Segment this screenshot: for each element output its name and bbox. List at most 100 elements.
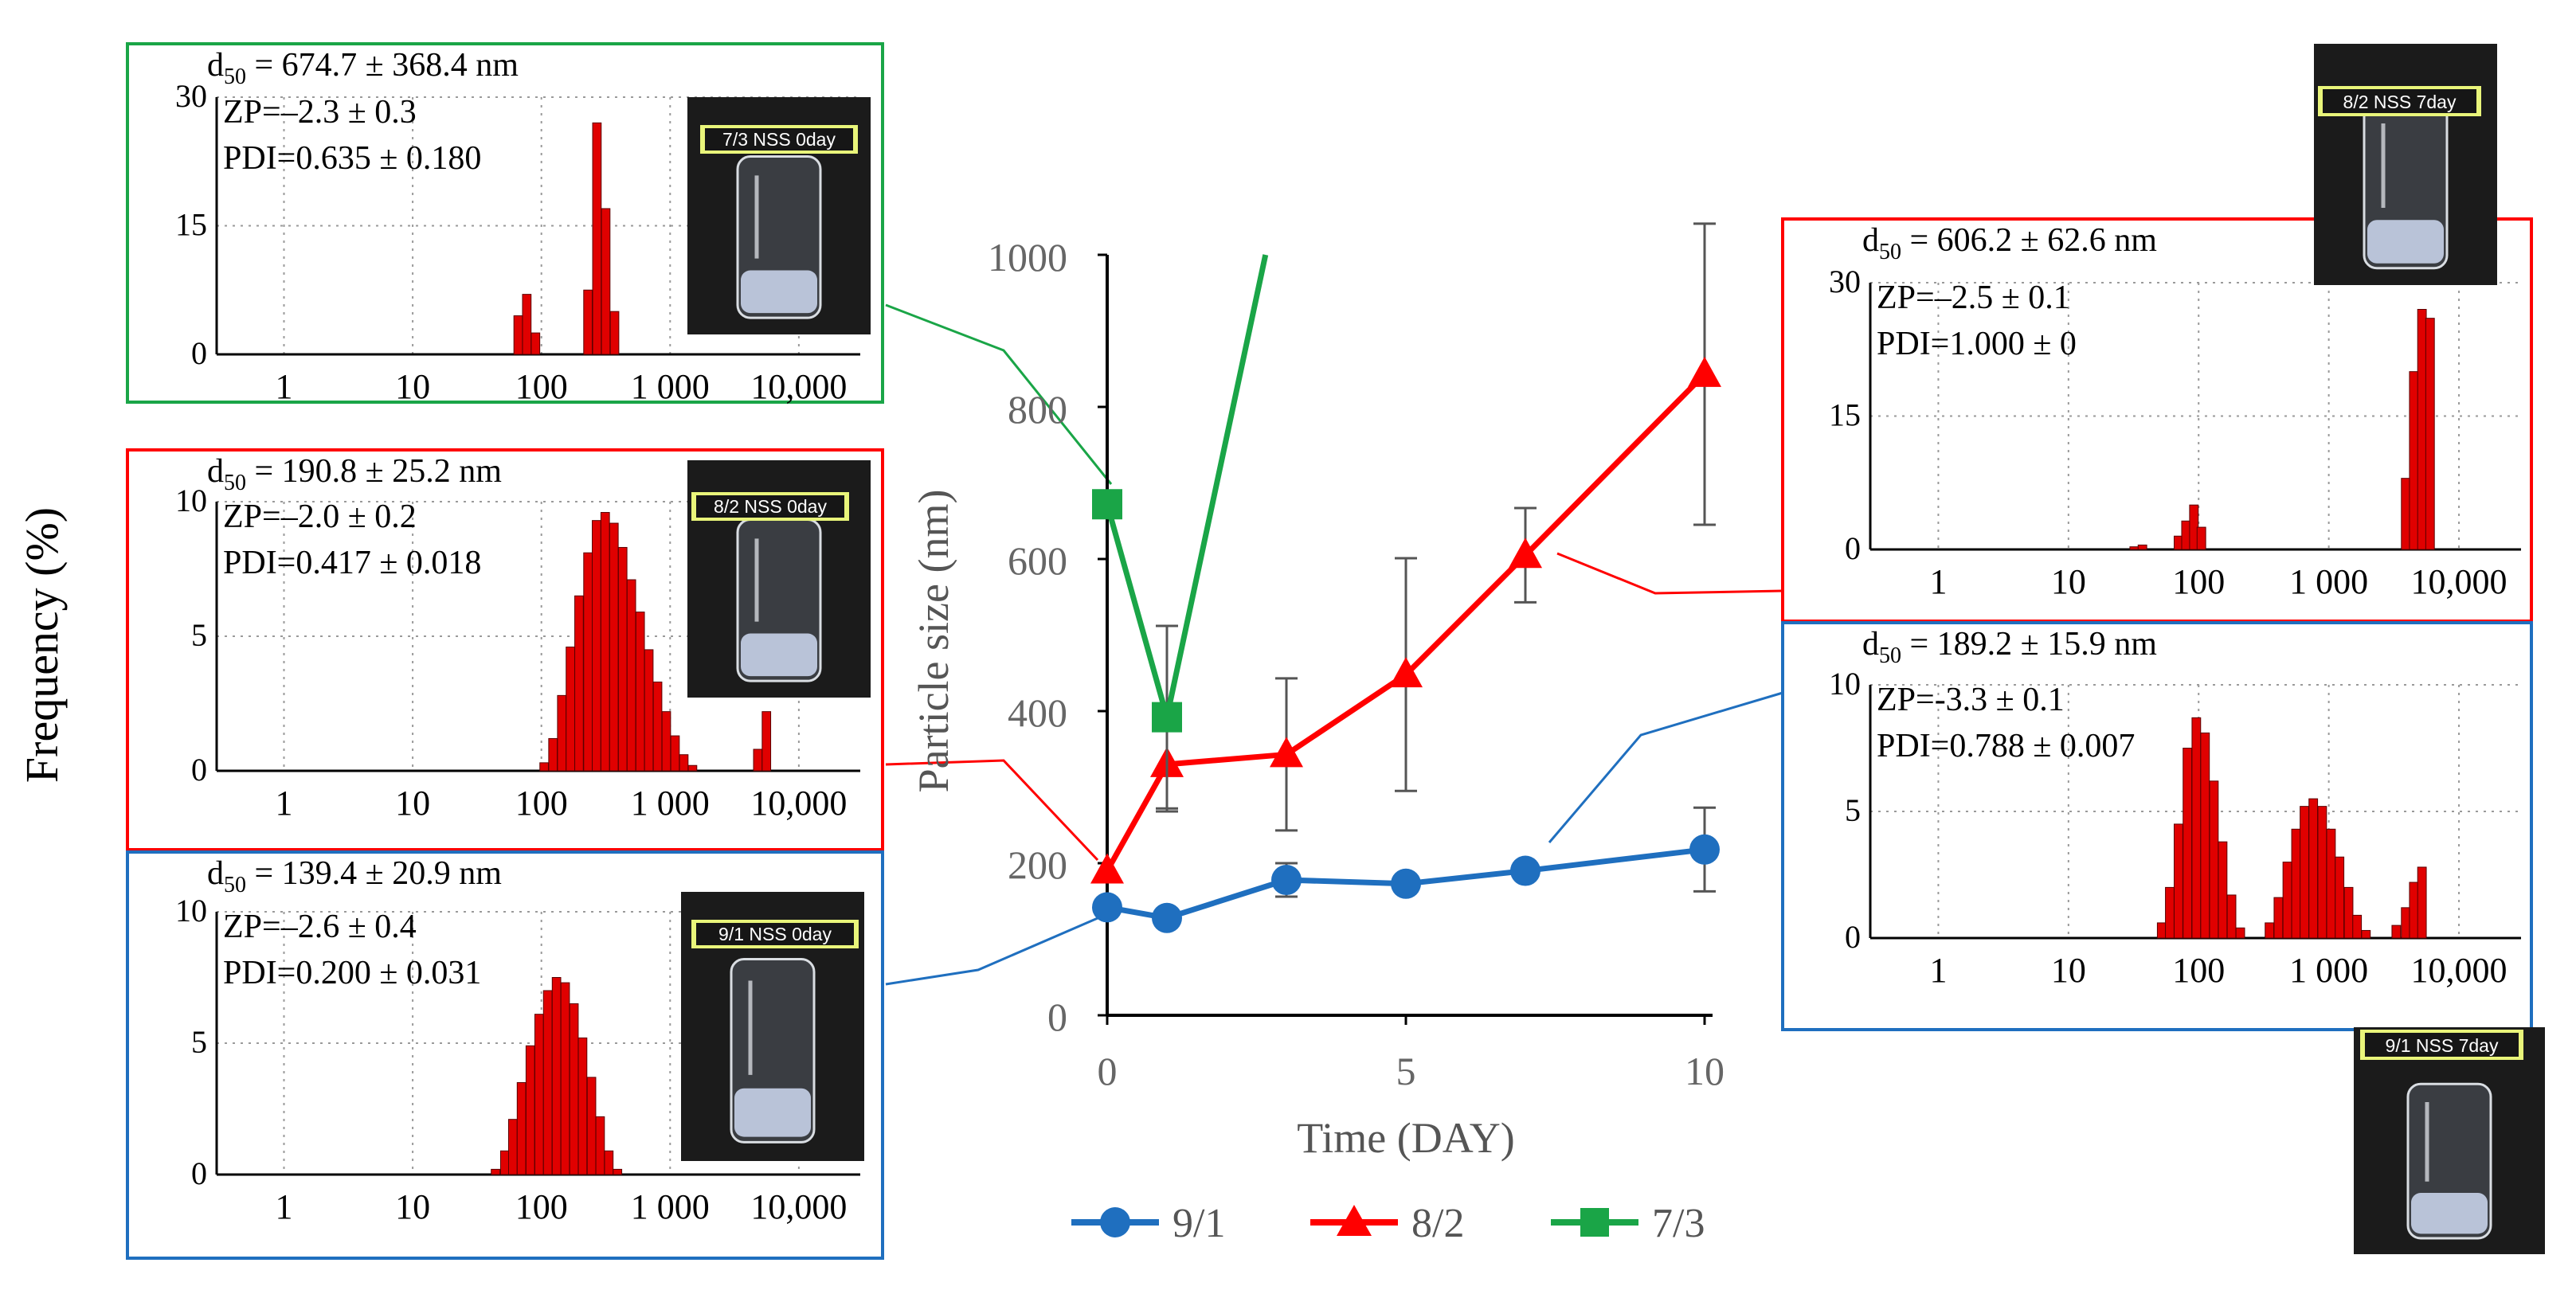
panel-x-tick-label: 10,000 [750,1187,847,1226]
d50-value: = 139.4 ± 20.9 nm [246,855,502,892]
histogram-bar [670,735,680,772]
histogram-bar [2183,748,2193,939]
zeta-potential-label: ZP=–2.0 ± 0.2 [223,498,417,535]
frequency-axis-label: Frequency (%) [16,507,68,783]
panel-y-tick-label: 10 [175,893,207,928]
zeta-potential-label: ZP=–2.5 ± 0.1 [1877,280,2070,316]
panel-x-tick-label: 10 [2051,951,2086,990]
histogram-bar [539,762,549,772]
d50-label: d50 = 674.7 ± 368.4 nm [207,47,519,89]
d50-label: d50 = 189.2 ± 15.9 nm [1862,626,2157,668]
data-point-8-2 [1389,657,1423,688]
main-plot-area [1090,222,1721,1025]
connector-9-1-day0 [885,914,1104,986]
panel-x-tick-label: 1 000 [631,784,710,823]
histogram-bar [2425,318,2435,550]
histogram-bar [2156,922,2167,939]
histogram-bar [2308,798,2319,939]
series-9-1 [1092,806,1720,933]
panel-y-tick-label: 30 [1829,264,1861,299]
histogram-bar [2343,886,2354,939]
d50-label: d50 = 190.8 ± 25.2 nm [207,453,502,495]
panel-x-tick-label: 100 [2172,951,2225,990]
connector-9-1-day7 [1548,691,1783,843]
histogram-bar [551,977,562,1175]
histogram-bar [2352,914,2363,939]
histogram-bar [491,1168,500,1175]
vial-label-inner [705,128,853,151]
panel-x-tick-label: 1 [275,1187,292,1226]
panel-x-tick-label: 1 000 [631,367,710,406]
histogram-bar [2191,717,2202,939]
panel-y-tick-label: 10 [1829,666,1861,702]
panel-x-tick-label: 100 [515,784,568,823]
data-point-9-1 [1510,855,1541,886]
histogram-bar [2273,897,2284,939]
data-point-8-2 [1509,538,1542,569]
data-point-7-3 [1092,489,1122,520]
panel-x-tick-label: 1 [275,367,292,406]
vial-liquid [2367,220,2444,264]
y-tick-label: 400 [1008,690,1067,735]
histogram-bar [609,522,619,772]
histogram-bar [507,1119,518,1175]
series-line-7-3 [1104,254,1269,721]
panel-y-tick-label: 0 [1845,919,1861,955]
panel-x-tick-label: 10 [395,784,430,823]
vial-label-text: 9/1 NSS 0day [718,924,832,944]
x-tick-label: 10 [1685,1049,1725,1093]
histogram-bar [600,512,610,772]
panel-y-tick-label: 0 [191,335,207,371]
main-y-ticks: 0 200 400 600 800 1000 [988,235,1067,1039]
panel-x-tick-label: 10,000 [750,784,847,823]
panel-x-tick-label: 100 [2172,562,2225,601]
histogram-bar [525,1045,535,1175]
y-tick-label: 600 [1008,538,1067,583]
legend: 9/1 8/2 7/3 [1071,1201,1705,1246]
y-tick-label: 1000 [988,235,1067,280]
histogram-bar [2282,862,2292,939]
histogram-bar [548,737,558,772]
histogram-bar [2409,882,2419,939]
x-tick-label: 5 [1396,1049,1416,1093]
histogram-bar [687,764,698,772]
d50-label: d50 = 139.4 ± 20.9 nm [207,855,502,897]
vial-label-inner [696,923,854,945]
vial-label-text: 8/2 NSS 7day [2343,92,2457,112]
histogram-bar [2174,823,2183,939]
connector-8-2-day0 [885,759,1099,862]
panel-y-tick-label: 5 [191,1024,207,1060]
main-x-axis-title: Time (DAY) [1297,1114,1515,1162]
panel-frame [1781,217,2533,623]
histogram-bar [583,289,593,355]
histogram-bar [2129,546,2139,550]
vial-photo: 9/1 NSS 0day [681,892,864,1161]
panel-x-tick-label: 10 [395,1187,430,1226]
histogram-bar [2317,806,2327,939]
pdi-label: PDI=0.417 ± 0.018 [223,545,481,581]
histogram-bar [499,1150,510,1175]
panel-x-tick-label: 1 000 [631,1187,710,1226]
main-chart: 0 200 400 600 800 1000 0 5 10 Particle s… [910,222,1725,1162]
histogram-bar [530,332,541,355]
vial-label-text: 8/2 NSS 0day [714,496,827,517]
vial-label-text: 7/3 NSS 0day [722,129,836,150]
panel-y-tick-label: 0 [191,1155,207,1191]
histogram-bar [604,1150,614,1175]
histogram-bar [2235,927,2245,939]
d50-value: = 674.7 ± 368.4 nm [246,47,519,84]
histogram-bar [557,694,567,772]
histogram-bar [2165,886,2175,939]
panel-x-tick-label: 100 [515,1187,568,1226]
vial-liquid [741,270,817,314]
panel-x-tick-label: 10,000 [2411,562,2507,601]
data-point-8-2 [1688,356,1721,387]
histogram-bar [2265,922,2275,939]
main-x-ticks: 0 5 10 [1098,1049,1725,1093]
vial-label-inner [696,495,844,518]
panel-x-tick-label: 100 [515,367,568,406]
zeta-potential-label: ZP=–2.3 ± 0.3 [223,94,417,131]
zeta-potential-label: ZP=–2.6 ± 0.4 [223,909,417,945]
panel-y-tick-label: 15 [175,207,207,243]
panel-frame [1781,621,2533,1031]
